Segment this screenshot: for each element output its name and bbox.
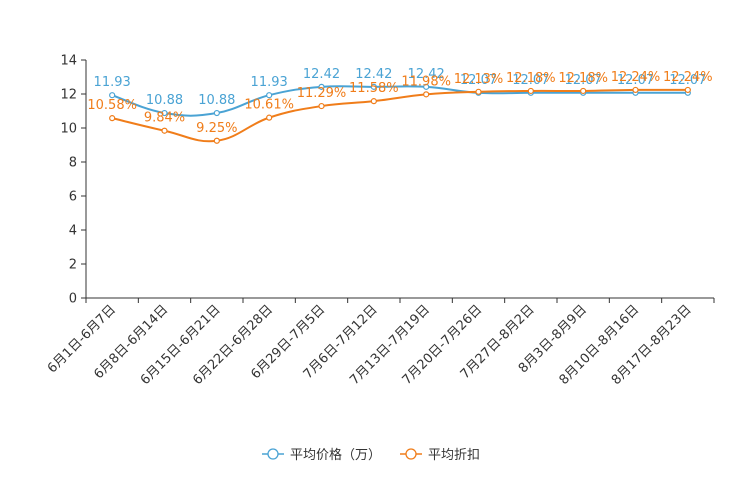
data-label: 11.93: [251, 75, 288, 90]
data-label: 11.58%: [349, 81, 399, 96]
data-point[interactable]: [266, 92, 273, 99]
data-label: 10.88: [198, 93, 235, 108]
data-point[interactable]: [423, 91, 430, 98]
legend-item[interactable]: 平均折扣: [400, 448, 480, 463]
data-point[interactable]: [318, 102, 325, 110]
data-point[interactable]: [213, 137, 220, 144]
data-point[interactable]: [527, 87, 534, 95]
data-label: 12.18%: [506, 71, 556, 86]
legend-marker-icon: [405, 448, 417, 460]
data-point[interactable]: [580, 87, 587, 95]
legend-label: 平均价格（万）: [290, 447, 381, 463]
data-label: 12.42: [355, 67, 392, 82]
data-point[interactable]: [318, 83, 325, 90]
data-point[interactable]: [161, 109, 168, 117]
legend-item[interactable]: 平均价格（万）: [262, 447, 381, 463]
data-label: 12.13%: [454, 72, 504, 87]
y-tick-label: 10: [60, 122, 77, 137]
data-point[interactable]: [266, 114, 273, 121]
data-label: 9.25%: [196, 121, 237, 136]
data-point[interactable]: [109, 92, 116, 99]
data-point[interactable]: [109, 115, 116, 122]
y-tick-label: 0: [69, 292, 77, 307]
y-tick-label: 4: [69, 224, 77, 239]
data-label: 12.42: [408, 67, 445, 82]
data-label: 9.84%: [144, 111, 185, 126]
data-point[interactable]: [161, 127, 168, 134]
data-label: 12.24%: [611, 70, 661, 85]
x-axis-ticks: 6月1日-6月7日6月8日-6月14日6月15日-6月21日6月22日-6月28…: [45, 298, 715, 388]
data-point[interactable]: [475, 88, 482, 95]
data-label: 12.42: [303, 67, 340, 82]
data-label: 11.93: [94, 75, 131, 90]
data-label: 10.61%: [244, 98, 294, 113]
y-tick-label: 2: [69, 258, 77, 273]
series-line-1: [111, 85, 688, 117]
series-layer: [109, 83, 691, 144]
data-point[interactable]: [684, 86, 691, 94]
data-label: 12.07: [460, 73, 497, 88]
data-point[interactable]: [370, 98, 377, 105]
data-label: 10.58%: [87, 98, 137, 113]
data-label: 11.29%: [297, 86, 347, 101]
legend[interactable]: 平均价格（万） 平均折扣: [262, 447, 480, 463]
data-point[interactable]: [213, 109, 220, 117]
data-label: 10.88: [146, 93, 183, 108]
data-label: 12.07: [669, 73, 706, 88]
legend-label: 平均折扣: [428, 448, 480, 463]
data-point[interactable]: [370, 83, 377, 90]
data-label: 12.24%: [663, 70, 713, 85]
data-label: 11.98%: [401, 74, 451, 89]
data-label: 12.07: [617, 73, 654, 88]
y-tick-label: 12: [60, 88, 77, 103]
y-tick-label: 14: [60, 54, 77, 69]
data-point[interactable]: [423, 83, 430, 90]
y-axis-ticks: 0 2 4 6 8 10 12 14: [60, 54, 86, 307]
data-label: 12.07: [565, 73, 602, 88]
data-label: 12.18%: [558, 71, 608, 86]
series-line-2: [111, 88, 688, 143]
data-label: 12.07: [512, 73, 549, 88]
y-tick-label: 8: [69, 156, 77, 171]
data-point[interactable]: [632, 86, 639, 94]
y-tick-label: 6: [69, 190, 77, 205]
data-labels: 11.93 10.88 10.88 11.93 12.42 12.42 12.42 12.07…: [87, 67, 712, 136]
legend-marker-icon: [267, 448, 279, 460]
